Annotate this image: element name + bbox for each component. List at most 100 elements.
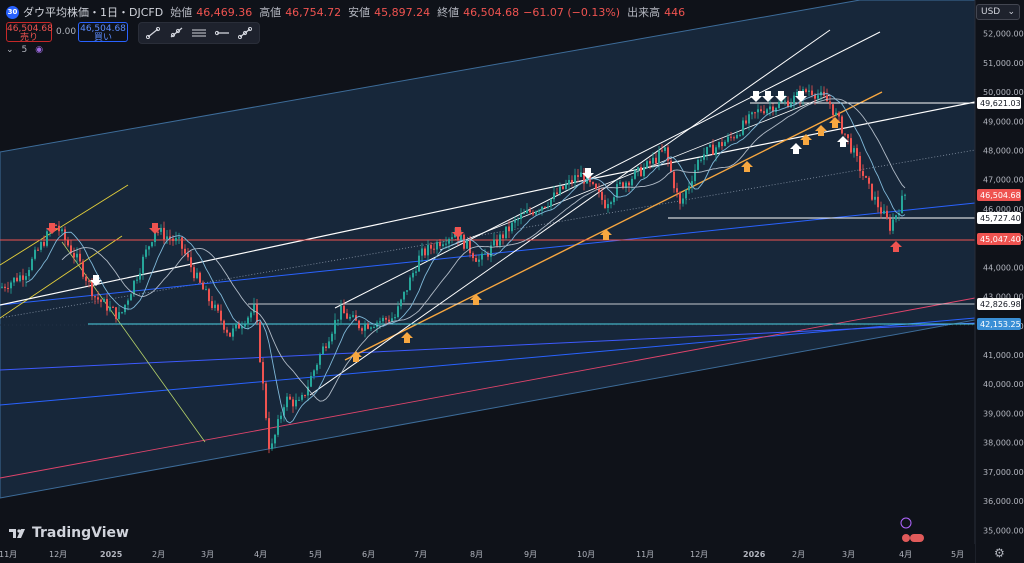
candle-body	[433, 248, 435, 250]
candle-body	[853, 148, 855, 153]
candle-body	[523, 213, 525, 215]
time-axis-label: 7月	[414, 550, 427, 559]
symbol-title[interactable]: ダウ平均株価・1日・DJCFD	[23, 6, 164, 19]
price-axis-label: 44,000.00	[983, 263, 1024, 272]
candle-body	[724, 141, 726, 147]
sell-button[interactable]: 46,504.68 売り	[6, 22, 53, 43]
candle-body	[787, 100, 789, 108]
open-value: 46,469.36	[196, 5, 253, 19]
price-tag-label: 49,621.03	[980, 99, 1021, 108]
candle-body	[445, 243, 447, 245]
candle-body	[535, 211, 537, 215]
symbol-legend[interactable]: 30 ダウ平均株価・1日・DJCFD 始値 46,469.36 高値 46,754.…	[6, 4, 685, 20]
path-tool-icon[interactable]	[234, 24, 255, 42]
collapse-chevron-icon[interactable]: ⌄	[6, 45, 14, 55]
candle-body	[175, 238, 177, 241]
signal-arrow-up	[741, 161, 753, 172]
change-value: −61.07 (−0.13%)	[523, 5, 621, 19]
purple-eye-icon[interactable]: ◉	[35, 45, 44, 55]
candle-body	[352, 315, 354, 317]
candle-body	[37, 249, 39, 251]
candle-body	[562, 186, 564, 189]
buy-button[interactable]: 46,504.68 買い	[78, 22, 128, 43]
price-axis-label: 35,000.00	[983, 526, 1024, 535]
candle-body	[304, 394, 306, 396]
candle-body	[751, 112, 753, 115]
price-tag	[977, 233, 1021, 245]
candle-body	[847, 134, 849, 139]
candle-body	[703, 154, 705, 160]
candle-body	[766, 109, 768, 114]
candle-body	[895, 215, 897, 220]
gear-icon[interactable]: ⚙	[994, 546, 1005, 560]
candle-body	[214, 304, 216, 309]
candle-body	[118, 312, 120, 319]
candle-body	[337, 319, 339, 321]
candle-body	[460, 234, 462, 241]
time-axis-label: 11月	[0, 550, 17, 559]
indicator-value: 5	[21, 45, 28, 55]
indicator-row[interactable]: ⌄ 5 ◉	[6, 45, 43, 55]
candle-body	[139, 273, 141, 280]
candle-body	[580, 172, 582, 177]
signal-arrow-down	[582, 168, 594, 179]
candle-body	[85, 276, 87, 281]
candle-body	[502, 234, 504, 239]
candle-body	[826, 95, 828, 102]
parallel-channel-tool-icon[interactable]	[189, 24, 210, 42]
signal-arrow-down	[46, 223, 58, 234]
candle-body	[541, 206, 543, 211]
candle-body	[46, 231, 48, 246]
candle-body	[232, 328, 234, 337]
ray-tool-icon[interactable]	[166, 24, 187, 42]
candle-body	[145, 249, 147, 257]
currency-selector[interactable]: USD ⌄	[976, 4, 1020, 20]
price-tag	[977, 212, 1021, 224]
candle-body	[574, 175, 576, 183]
candle-body	[73, 252, 75, 258]
trend-line-tool-icon[interactable]	[143, 24, 164, 42]
price-axis-label: 52,000.00	[983, 30, 1024, 39]
candle-body	[838, 112, 840, 117]
candle-body	[415, 271, 417, 273]
signal-arrow-down	[775, 91, 787, 102]
price-tag-label: 46,504.68	[980, 191, 1021, 200]
candle-body	[715, 147, 717, 155]
candle-body	[181, 237, 183, 249]
candle-body	[793, 95, 795, 104]
candle-body	[529, 210, 531, 213]
candle-body	[130, 294, 132, 301]
candle-body	[4, 286, 6, 289]
candle-body	[7, 288, 9, 290]
signal-arrow-up	[800, 134, 812, 145]
candle-body	[16, 277, 18, 282]
candle-body	[778, 102, 780, 108]
candle-body	[301, 394, 303, 400]
candle-body	[187, 253, 189, 258]
candle-body	[307, 386, 309, 396]
signal-arrow-down	[452, 227, 464, 238]
candle-body	[658, 150, 660, 164]
candle-body	[757, 109, 759, 113]
candle-body	[55, 224, 57, 226]
candle-body	[409, 277, 411, 291]
candle-body	[289, 396, 291, 400]
candle-body	[604, 199, 606, 209]
spread-value: 0.00	[56, 27, 77, 37]
candle-body	[721, 142, 723, 147]
sell-label: 売り	[19, 33, 38, 43]
candle-body	[190, 257, 192, 268]
moving-average-short	[25, 93, 906, 424]
price-tag	[977, 318, 1021, 330]
candle-body	[100, 299, 102, 302]
signal-arrow-up	[790, 143, 802, 154]
price-tag	[977, 189, 1021, 201]
candle-body	[772, 106, 774, 112]
economic-event-flag-icon	[902, 534, 910, 542]
candle-body	[184, 248, 186, 254]
horizontal-ray-tool-icon[interactable]	[211, 24, 232, 42]
price-axis-label: 37,000.00	[983, 468, 1024, 477]
candle-body	[403, 291, 405, 300]
